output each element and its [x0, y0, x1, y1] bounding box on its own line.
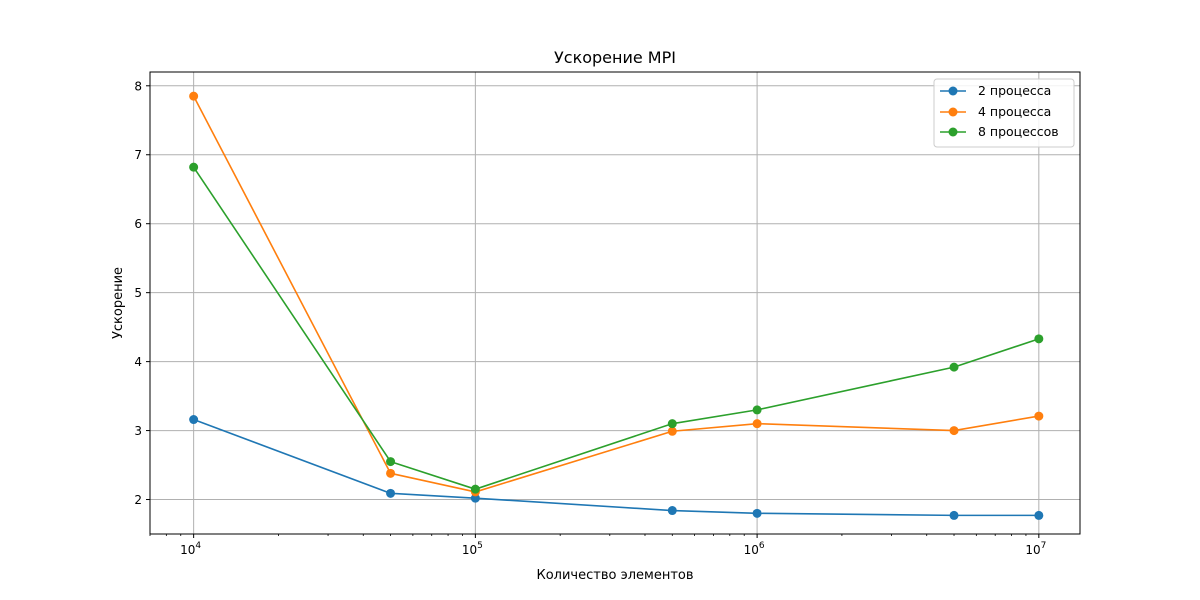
data-point [189, 415, 199, 425]
legend-entry-4-processes: 4 процесса [940, 104, 1051, 119]
y-tick-label: 7 [134, 148, 142, 162]
x-tick-label-base: 10 [462, 543, 477, 557]
legend-label: 8 процессов [978, 124, 1059, 139]
x-tick-label-base: 10 [1025, 543, 1040, 557]
x-tick-label-exponent: 5 [477, 541, 483, 551]
y-tick-label: 4 [134, 355, 142, 369]
chart-title: Ускорение MPI [554, 48, 676, 67]
series-1 [189, 415, 1044, 520]
y-tick-label: 2 [134, 493, 142, 507]
legend-box [933, 78, 1075, 148]
x-tick-label-exponent: 4 [195, 541, 201, 551]
data-point [667, 419, 677, 429]
data-point [752, 508, 762, 518]
legend: 2 процесса 4 процесса 8 процессов [933, 78, 1075, 148]
data-point [667, 426, 677, 436]
y-tick-label: 5 [134, 286, 142, 300]
data-point [949, 362, 959, 372]
series-layer [189, 91, 1044, 520]
x-tick-label-base: 10 [180, 543, 195, 557]
x-tick-label: 107 [1025, 541, 1046, 557]
data-point [667, 506, 677, 516]
grid [150, 72, 1080, 534]
x-tick-label-exponent: 7 [1041, 541, 1047, 551]
series-2 [189, 91, 1044, 497]
x-axis: 104 105 106 107 [180, 534, 1046, 557]
data-point [949, 510, 959, 520]
legend-marker [948, 127, 958, 137]
data-point [189, 162, 199, 172]
legend-marker [948, 107, 958, 117]
data-point [386, 468, 396, 478]
data-point [470, 493, 480, 503]
y-axis-label: Ускорение [111, 267, 126, 339]
x-tick-label-exponent: 6 [759, 541, 765, 551]
x-minor-ticks [149, 534, 1027, 536]
data-point [189, 91, 199, 101]
x-tick-label: 106 [744, 541, 765, 557]
data-point [752, 405, 762, 415]
y-tick-label: 3 [134, 424, 142, 438]
data-point [949, 426, 959, 436]
legend-marker [948, 86, 958, 96]
legend-entry-2-processes: 2 процесса [940, 83, 1051, 98]
legend-label: 2 процесса [978, 83, 1051, 98]
data-point [470, 484, 480, 494]
y-axis: 2 3 4 5 6 7 8 [134, 79, 150, 507]
x-axis-label: Количество элементов [536, 568, 693, 583]
y-tick-label: 6 [134, 217, 142, 231]
x-tick-label: 104 [180, 541, 201, 557]
data-point [1034, 334, 1044, 344]
legend-entry-8-processes: 8 процессов [940, 124, 1059, 139]
series-3 [189, 162, 1044, 494]
data-point [752, 419, 762, 429]
data-point [386, 457, 396, 467]
data-point [1034, 411, 1044, 421]
plot-frame [149, 71, 1081, 535]
data-point [386, 488, 396, 498]
y-tick-label: 8 [134, 79, 142, 93]
x-tick-label: 105 [462, 541, 483, 557]
data-point [1034, 510, 1044, 520]
x-tick-label-base: 10 [744, 543, 759, 557]
legend-label: 4 процесса [978, 104, 1051, 119]
